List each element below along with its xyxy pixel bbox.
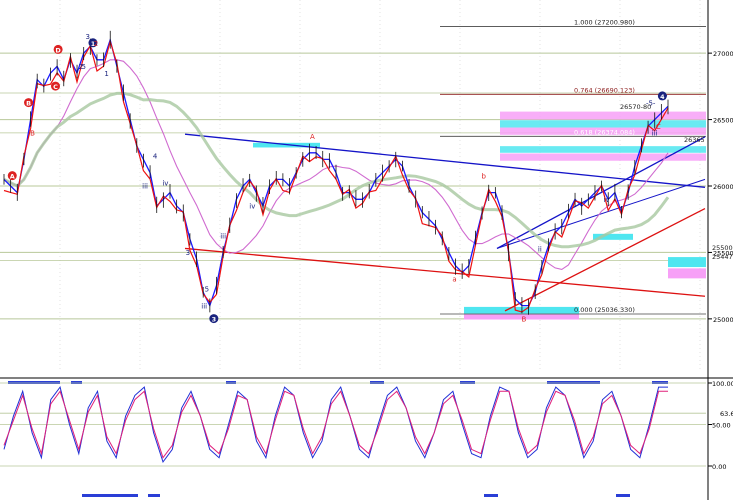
time-strip-bottom	[616, 494, 630, 497]
price-axis-label: 26000.	[713, 183, 733, 191]
wave-label: D	[55, 46, 61, 54]
wave-label: 2	[94, 40, 98, 48]
target-zone	[500, 153, 706, 161]
wave-label: 5	[81, 63, 85, 71]
target-zone	[593, 233, 633, 240]
blue-channel-lower	[496, 136, 706, 250]
osc-axis-label: 50.00	[712, 422, 731, 430]
time-strip-bottom	[484, 494, 498, 497]
price-annotation: 26365	[684, 136, 705, 144]
time-strip-bottom	[82, 494, 138, 497]
moving-average-green	[3, 91, 670, 249]
time-strip-bottom	[148, 494, 160, 497]
osc-axis-label: 0.00	[712, 463, 726, 471]
price-annotation: 25447	[712, 253, 733, 261]
fib-level-label: 0.000 (25036.330)	[574, 306, 635, 314]
wave-label-circle	[50, 81, 60, 91]
target-zone	[464, 306, 579, 314]
wave-label-circle	[88, 38, 98, 48]
target-zone	[668, 268, 706, 279]
target-zone	[500, 111, 706, 120]
wave-label: C	[53, 83, 58, 91]
price-axis-label: 25500.	[713, 249, 733, 257]
wave-label: iii	[652, 130, 658, 138]
time-strip-top	[652, 381, 668, 384]
wave-label: iv	[249, 203, 255, 211]
wave-label: 4	[660, 93, 665, 101]
fib-level-label: 1.000 (27200.980)	[574, 18, 635, 26]
blue-support-line	[496, 178, 706, 249]
oscillator-line	[3, 390, 668, 459]
target-zone	[500, 127, 706, 135]
wave-label: iii	[201, 302, 207, 310]
osc-reference-label: 63.6	[720, 410, 733, 418]
wave-label: iii	[142, 183, 148, 191]
wave-label-circle	[7, 171, 17, 181]
moving-average-pink	[3, 59, 669, 270]
wave-label: C	[656, 123, 661, 131]
blue-channel-upper	[184, 133, 706, 188]
wave-label: 2	[78, 63, 82, 71]
time-strip-top	[8, 381, 60, 384]
wave-label-circle	[657, 91, 667, 101]
wave-label-circle	[53, 44, 63, 54]
wave-label: ii	[538, 246, 542, 254]
osc-axis-label: 100.00	[712, 380, 733, 388]
wave-label: 1	[104, 70, 108, 78]
time-strip-top	[71, 381, 82, 384]
wave-label: B	[26, 100, 31, 108]
price-axis-label: 26500.	[713, 117, 733, 125]
price-annotation: 26570-80	[620, 103, 651, 111]
fib-level-label: 0.764 (26690.123)	[574, 86, 635, 94]
wave-label: A	[310, 133, 315, 141]
wave-label: 5	[205, 286, 209, 294]
wave-label: 3	[212, 316, 217, 324]
oscillator-line	[3, 385, 668, 463]
wave-label: iv	[162, 179, 168, 187]
wave-label: A	[10, 173, 15, 181]
target-zone	[500, 120, 706, 128]
wave-label: 1	[91, 40, 96, 48]
red-trend-line	[504, 208, 706, 312]
wave-label: 4	[153, 153, 158, 161]
price-axis-label: 27000.	[713, 50, 733, 58]
wave-label: v	[663, 93, 667, 101]
red-channel-lower	[184, 247, 706, 297]
wave-label-circle	[209, 314, 219, 324]
fib-level-label: 0.618 (26374.084)	[574, 128, 635, 136]
wave-label: a	[452, 276, 456, 284]
wave-label: 3	[85, 33, 89, 41]
wave-label: B	[522, 316, 527, 324]
wave-label: 3	[186, 249, 190, 257]
time-strip-top	[370, 381, 384, 384]
wave-label: -5-	[646, 100, 656, 108]
wave-label: B	[30, 130, 35, 138]
price-annotation: 25500	[712, 244, 733, 252]
wave-label: b	[481, 173, 486, 181]
time-strip-top	[460, 381, 475, 384]
wave-label: iv	[604, 196, 610, 204]
wave-label: iii	[220, 232, 226, 240]
time-strip-top	[226, 381, 236, 384]
target-zone	[500, 146, 706, 153]
price-axis-label: 25000.	[713, 316, 733, 324]
time-strip-top	[547, 381, 600, 384]
target-zone	[668, 257, 706, 268]
wave-label-circle	[24, 98, 34, 108]
target-zone	[464, 314, 579, 320]
